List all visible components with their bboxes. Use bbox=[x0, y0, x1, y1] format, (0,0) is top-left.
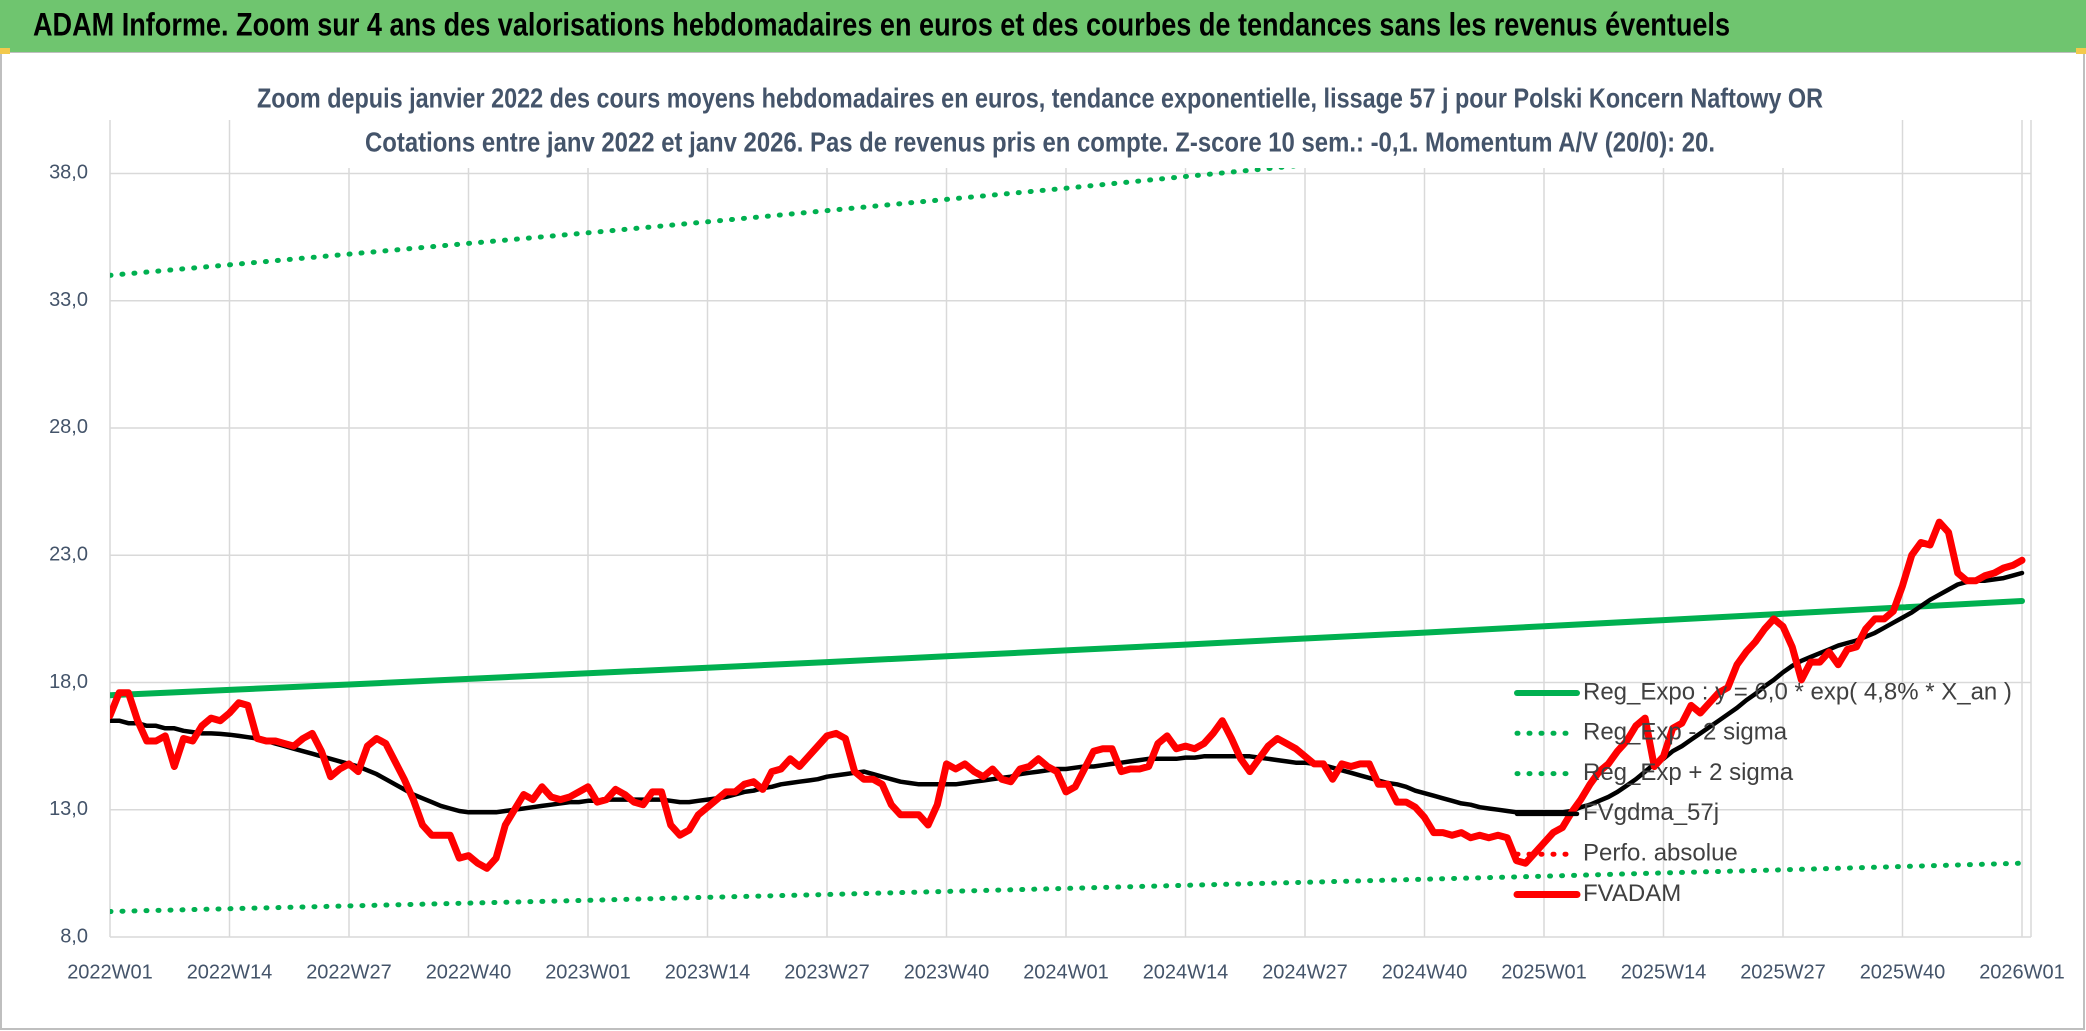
x-tick-label: 2024W40 bbox=[1382, 961, 1468, 983]
x-tick-label: 2022W01 bbox=[67, 961, 153, 983]
chart-subtitle: Cotations entre janv 2022 et janv 2026. … bbox=[365, 126, 1715, 157]
series-line bbox=[110, 518, 2026, 872]
title-box bbox=[250, 80, 1840, 168]
x-tick-label: 2025W27 bbox=[1740, 961, 1826, 983]
x-tick-label: 2024W14 bbox=[1143, 961, 1229, 983]
x-tick-label: 2023W01 bbox=[545, 961, 631, 983]
header-title: ADAM Informe. Zoom sur 4 ans des valoris… bbox=[33, 6, 1730, 42]
legend: Reg_Expo : y = 6,0 * exp( 4,8% * X_an ) R… bbox=[1513, 678, 2012, 907]
x-tick-label: 2023W40 bbox=[904, 961, 990, 983]
x-tick-label: 2023W14 bbox=[665, 961, 751, 983]
plot-area: 8,0 13,0 18,0 23,0 28,0 33,0 38,0 2022W01 2022W1… bbox=[49, 120, 2065, 983]
header-accent bbox=[2076, 48, 2086, 54]
y-tick-label: 18,0 bbox=[49, 671, 88, 693]
legend-label: FVgdma_57j bbox=[1583, 799, 1719, 826]
legend-label: Reg_Exp - 2 sigma bbox=[1583, 719, 1788, 746]
x-tick-label: 2025W40 bbox=[1860, 961, 1946, 983]
series-line bbox=[110, 860, 2025, 914]
legend-label: Reg_Exp + 2 sigma bbox=[1583, 759, 1794, 786]
y-tick-label: 28,0 bbox=[49, 416, 88, 438]
x-tick-label: 2024W01 bbox=[1023, 961, 1109, 983]
x-tick-label: 2022W40 bbox=[426, 961, 512, 983]
legend-label: Reg_Expo : y = 6,0 * exp( 4,8% * X_an ) bbox=[1583, 678, 2012, 705]
y-tick-label: 38,0 bbox=[49, 162, 88, 184]
x-tick-label: 2024W27 bbox=[1262, 961, 1348, 983]
x-tick-label: 2026W01 bbox=[1979, 961, 2065, 983]
series-line bbox=[110, 570, 2025, 815]
legend-label: Perfo. absolue bbox=[1583, 840, 1738, 867]
y-tick-label: 33,0 bbox=[49, 289, 88, 311]
chart-title: Zoom depuis janvier 2022 des cours moyen… bbox=[257, 82, 1823, 113]
series-line bbox=[110, 598, 2025, 699]
x-tick-label: 2023W27 bbox=[784, 961, 870, 983]
legend-label: FVADAM bbox=[1583, 880, 1681, 907]
y-tick-label: 13,0 bbox=[49, 798, 88, 820]
header-bar bbox=[0, 0, 2086, 52]
y-tick-label: 23,0 bbox=[49, 544, 88, 566]
x-tick-label: 2022W14 bbox=[187, 961, 273, 983]
x-tick-label: 2022W27 bbox=[306, 961, 392, 983]
y-tick-label: 8,0 bbox=[60, 925, 88, 947]
series-line bbox=[110, 120, 1778, 278]
series-lines bbox=[110, 120, 2026, 914]
x-tick-label: 2025W14 bbox=[1621, 961, 1707, 983]
x-tick-label: 2025W01 bbox=[1501, 961, 1587, 983]
header-accent bbox=[0, 48, 10, 54]
